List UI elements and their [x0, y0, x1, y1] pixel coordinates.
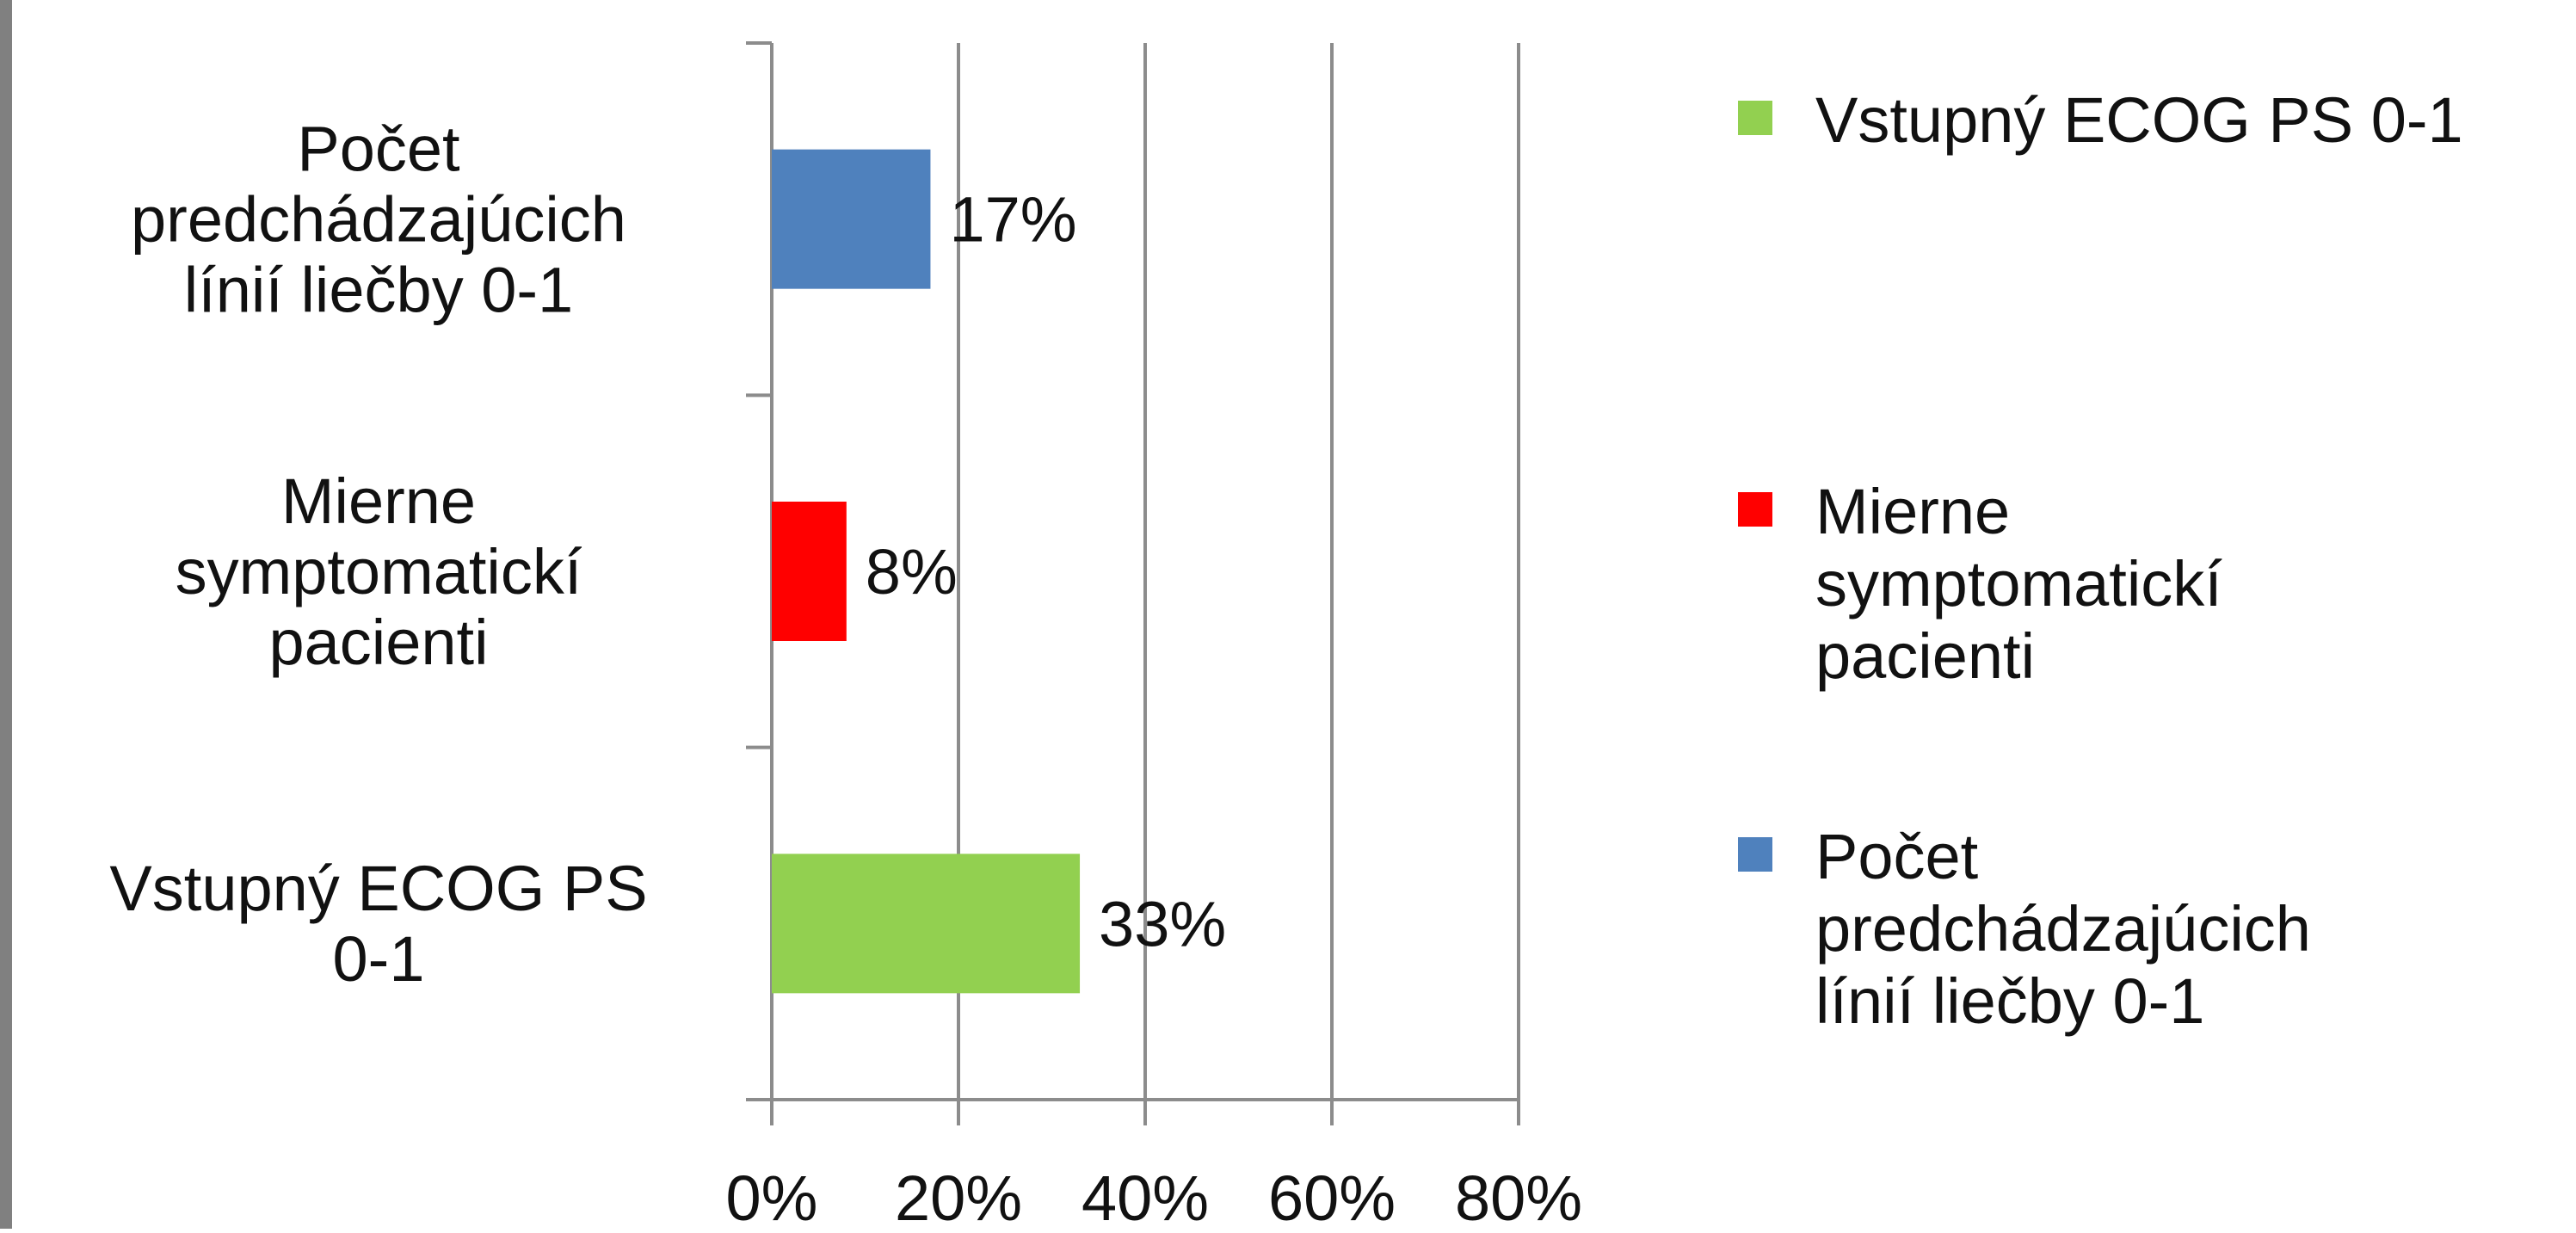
x-tick-label: 20%	[895, 1162, 1022, 1229]
data-label: 33%	[1099, 888, 1226, 959]
bar	[772, 149, 931, 289]
x-tick-label: 0%	[726, 1162, 818, 1229]
legend-label: Počet	[1815, 821, 1979, 892]
legend: Vstupný ECOG PS 0-1 Miernesymptomatickípa…	[1738, 84, 2463, 1037]
category-label: Vstupný ECOG PS	[109, 853, 647, 924]
x-tick-label: 60%	[1268, 1162, 1396, 1229]
category-label: Mierne	[281, 465, 476, 537]
legend-label: predchádzajúcich	[1815, 893, 2311, 965]
legend-swatch	[1738, 101, 1772, 135]
data-label: 8%	[866, 536, 958, 607]
legend-label: Mierne	[1815, 476, 2010, 547]
category-label: 0-1	[333, 923, 425, 995]
bars	[772, 149, 1081, 994]
category-label: predchádzajúcich	[131, 184, 626, 256]
legend-label: Vstupný ECOG PS 0-1	[1815, 84, 2463, 156]
category-label: línií liečby 0-1	[184, 255, 573, 326]
x-tick-label: 80%	[1455, 1162, 1582, 1229]
chart-frame-left-edge	[0, 0, 12, 1229]
category-label: Počet	[297, 114, 460, 185]
legend-swatch	[1738, 837, 1772, 872]
x-tick-label: 40%	[1082, 1162, 1209, 1229]
legend-label: línií liečby 0-1	[1815, 965, 2204, 1037]
legend-swatch	[1738, 492, 1772, 527]
data-labels: 17% 8% 33%	[866, 184, 1226, 960]
category-label: pacienti	[268, 607, 488, 678]
legend-label: symptomatickí	[1815, 548, 2222, 620]
data-label: 17%	[949, 184, 1076, 256]
bar	[772, 502, 847, 641]
x-tick-labels: 0% 20% 40% 60% 80%	[726, 1162, 1583, 1233]
legend-label: pacienti	[1815, 620, 2035, 692]
category-label: symptomatickí	[176, 536, 582, 607]
bar	[772, 854, 1081, 994]
